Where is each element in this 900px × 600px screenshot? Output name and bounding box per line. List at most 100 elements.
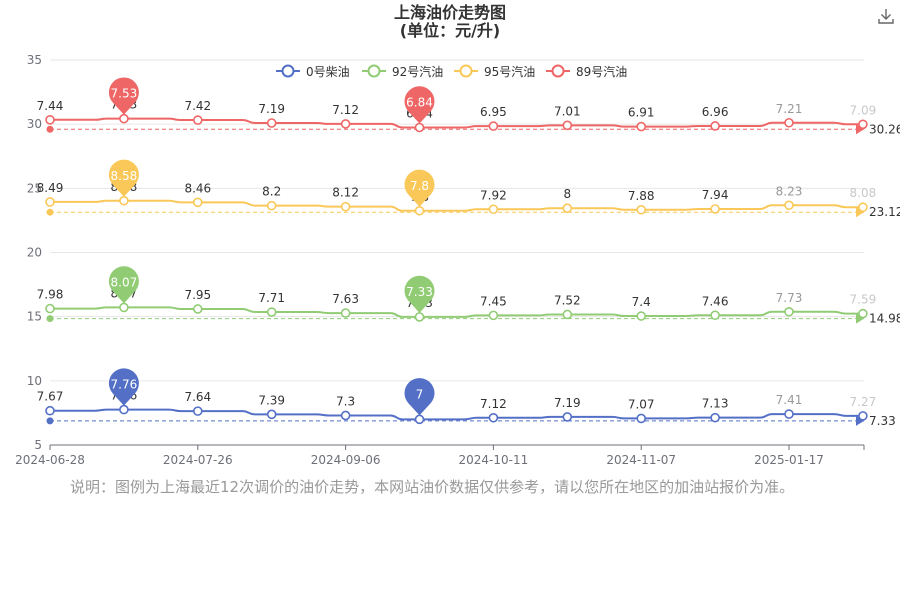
data-label: 7.4 <box>632 295 651 309</box>
marker-pin-shape <box>108 266 139 304</box>
legend-label: 89号汽油 <box>576 64 627 79</box>
data-point <box>562 120 573 131</box>
data-point <box>710 412 720 423</box>
data-label: 7.01 <box>554 104 581 118</box>
marker-pin-shape <box>404 378 435 416</box>
data-point <box>193 304 203 314</box>
x-tick-label: 2024-09-06 <box>311 453 381 467</box>
series-line <box>50 117 865 129</box>
data-point <box>636 121 647 132</box>
data-label: 7.88 <box>628 189 655 203</box>
data-point <box>340 201 351 212</box>
data-label: 7.52 <box>554 293 581 307</box>
data-label: 8.12 <box>332 186 359 200</box>
data-point <box>858 308 868 319</box>
data-label: 7.39 <box>258 393 285 407</box>
data-point <box>266 409 277 420</box>
extreme-marker-pin: 8.07 <box>108 266 139 304</box>
data-point <box>193 115 203 125</box>
x-tick-label: 2024-06-28 <box>15 453 85 467</box>
data-point <box>488 412 499 423</box>
marker-pin-label: 7.76 <box>111 378 138 392</box>
average-line-start <box>46 125 54 133</box>
extreme-marker-pin: 7.33 <box>404 275 435 313</box>
data-label: 7.19 <box>554 396 581 410</box>
series-line <box>50 199 865 212</box>
average-value-label: 14.98 <box>869 312 900 326</box>
data-point <box>266 307 277 317</box>
average-line-arrow <box>856 415 864 426</box>
average-line-arrow <box>856 313 864 324</box>
data-point <box>193 197 203 208</box>
data-point <box>119 404 129 415</box>
data-label: 8.08 <box>850 186 877 200</box>
data-point <box>562 309 573 320</box>
data-point <box>45 115 55 125</box>
data-label: 7.45 <box>480 294 507 308</box>
data-point <box>784 200 794 211</box>
data-label: 7.71 <box>258 291 285 305</box>
data-point <box>414 414 425 425</box>
data-point <box>858 411 868 421</box>
average-line-start <box>46 417 54 425</box>
marker-pin-label: 7.8 <box>410 179 429 193</box>
data-point <box>784 117 794 128</box>
data-label: 7.21 <box>776 102 803 116</box>
chart-footnote: 说明：图例为上海最近12次调价的油价走势，本网站油价数据仅供参考，请以您所在地区… <box>70 478 795 496</box>
marker-pin-shape <box>108 77 139 115</box>
x-tick-label: 2025-01-17 <box>754 453 824 467</box>
data-label: 7.63 <box>332 292 359 306</box>
data-point <box>488 204 499 215</box>
marker-pin-label: 8.58 <box>111 169 138 183</box>
data-label: 7.94 <box>702 188 729 202</box>
marker-pin-shape <box>404 86 435 124</box>
extreme-marker-pin: 7.53 <box>108 77 139 115</box>
marker-pin-label: 7 <box>416 387 424 401</box>
extreme-marker-pin: 6.84 <box>404 86 435 124</box>
data-point <box>858 202 868 212</box>
data-label: 7.92 <box>480 188 507 202</box>
data-label: 7.44 <box>37 99 64 113</box>
chart-title: 上海油价走势图 <box>393 3 506 22</box>
data-label: 6.91 <box>628 106 655 120</box>
average-value-label: 30.26 <box>869 122 900 136</box>
average-line-arrow <box>856 124 864 135</box>
marker-pin-shape <box>404 169 435 207</box>
data-label: 7.59 <box>850 293 877 307</box>
average-line-start <box>46 208 54 216</box>
data-point <box>636 204 647 215</box>
extreme-marker-pin: 8.58 <box>108 159 139 197</box>
download-icon[interactable] <box>876 6 896 26</box>
data-point <box>266 200 277 211</box>
data-label: 7.41 <box>776 393 803 407</box>
data-label: 7.95 <box>184 288 211 302</box>
data-label: 8.2 <box>262 185 281 199</box>
data-label: 8 <box>563 187 571 201</box>
data-label: 6.95 <box>480 105 507 119</box>
average-value-label: 7.33 <box>869 414 896 428</box>
data-point <box>266 118 277 128</box>
data-point <box>636 311 647 321</box>
data-label: 7.09 <box>850 103 877 117</box>
legend-label: 0号柴油 <box>306 65 350 79</box>
y-tick-label: 20 <box>27 246 42 260</box>
x-tick-label: 2024-07-26 <box>163 453 233 467</box>
data-point <box>784 409 794 419</box>
y-tick-label: 30 <box>27 117 42 131</box>
data-point <box>784 306 794 317</box>
marker-pin-shape <box>108 159 139 197</box>
data-point <box>340 308 351 318</box>
data-point <box>562 203 573 214</box>
y-tick-label: 10 <box>27 374 42 388</box>
data-point <box>119 195 129 206</box>
legend-marker <box>459 64 473 78</box>
data-point <box>119 113 129 124</box>
data-point <box>45 405 55 416</box>
data-label: 8.23 <box>776 184 803 198</box>
data-label: 7.46 <box>702 294 729 308</box>
data-point <box>710 310 720 321</box>
data-point <box>414 122 425 133</box>
data-point <box>562 412 573 422</box>
data-label: 7.12 <box>480 397 507 411</box>
